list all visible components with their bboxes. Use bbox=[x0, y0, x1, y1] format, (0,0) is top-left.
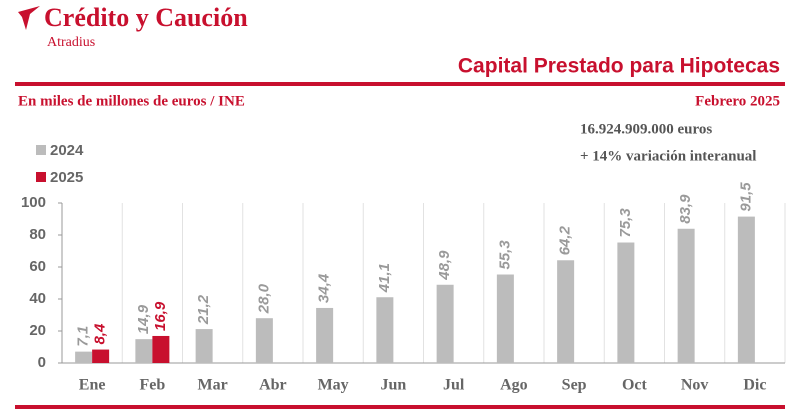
footer-rule bbox=[15, 405, 785, 409]
x-tick-label: Dic bbox=[743, 377, 766, 394]
data-label: 83,9 bbox=[677, 194, 694, 224]
data-label: 41,1 bbox=[376, 263, 393, 293]
x-tick-label: Jun bbox=[380, 377, 406, 394]
bar bbox=[737, 216, 755, 363]
y-tick-label: 40 bbox=[29, 290, 46, 307]
x-tick-label: Mar bbox=[198, 377, 228, 394]
data-label: 64,2 bbox=[557, 225, 574, 255]
x-tick-label: Ago bbox=[500, 377, 528, 394]
annotation: 16.924.909.000 euros bbox=[580, 121, 712, 137]
bar bbox=[557, 260, 575, 363]
data-label: 28,0 bbox=[255, 283, 272, 314]
x-tick-label: Oct bbox=[622, 377, 648, 394]
bar bbox=[92, 349, 110, 363]
x-tick-label: Ene bbox=[79, 377, 106, 394]
bar bbox=[135, 339, 153, 363]
data-label: 8,4 bbox=[92, 323, 109, 345]
y-tick-label: 60 bbox=[29, 258, 46, 275]
x-tick-label: Nov bbox=[681, 377, 709, 394]
data-label: 48,9 bbox=[436, 250, 453, 281]
y-tick-label: 100 bbox=[21, 194, 46, 211]
bar bbox=[617, 242, 635, 363]
legend-swatch bbox=[36, 172, 46, 182]
data-label: 55,3 bbox=[496, 240, 513, 270]
bar bbox=[436, 284, 454, 363]
data-label: 91,5 bbox=[737, 182, 754, 212]
data-label: 14,9 bbox=[135, 304, 152, 334]
bar bbox=[195, 329, 213, 363]
bar bbox=[255, 318, 273, 363]
data-label: 7,1 bbox=[75, 326, 92, 347]
bar bbox=[496, 274, 514, 363]
x-tick-label: Jul bbox=[443, 377, 465, 394]
x-tick-label: May bbox=[318, 377, 349, 394]
bar bbox=[152, 335, 170, 363]
brand-name: Crédito y Caución bbox=[44, 3, 248, 32]
data-label: 75,3 bbox=[617, 208, 634, 238]
bar bbox=[376, 297, 394, 363]
legend-swatch bbox=[36, 145, 46, 155]
logo-icon bbox=[18, 6, 40, 30]
bar bbox=[316, 307, 334, 363]
header-rule bbox=[15, 82, 785, 86]
annotation: + 14% variación interanual bbox=[580, 148, 756, 164]
subtitle: En miles de millones de euros / INE bbox=[18, 93, 245, 109]
y-tick-label: 80 bbox=[29, 226, 46, 243]
bar bbox=[75, 351, 93, 363]
x-tick-label: Abr bbox=[259, 377, 287, 394]
y-tick-label: 0 bbox=[38, 354, 46, 371]
period: Febrero 2025 bbox=[695, 93, 780, 109]
legend-label: 2025 bbox=[50, 169, 83, 186]
data-label: 16,9 bbox=[152, 301, 169, 331]
y-tick-label: 20 bbox=[29, 322, 46, 339]
brand-sub: Atradius bbox=[47, 35, 95, 50]
bar bbox=[677, 228, 695, 363]
legend-label: 2024 bbox=[50, 142, 84, 159]
data-label: 34,4 bbox=[316, 273, 333, 303]
chart-title: Capital Prestado para Hipotecas bbox=[458, 55, 780, 78]
x-tick-label: Sep bbox=[562, 377, 587, 394]
x-tick-label: Feb bbox=[139, 377, 165, 394]
data-label: 21,2 bbox=[195, 294, 212, 325]
